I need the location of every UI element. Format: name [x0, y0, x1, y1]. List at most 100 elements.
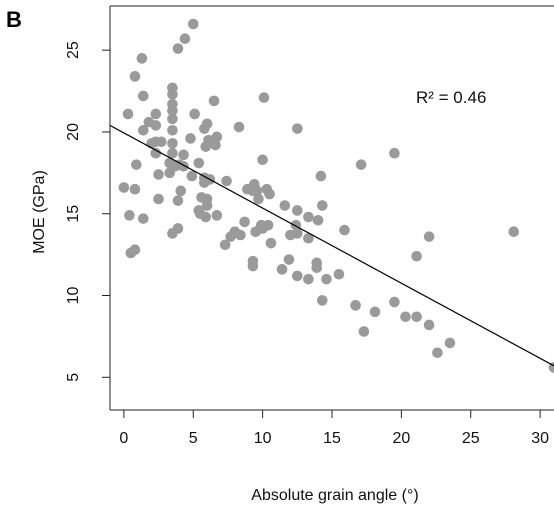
- data-point: [156, 136, 167, 148]
- y-tick-label: 20: [65, 123, 82, 141]
- data-point: [316, 295, 328, 306]
- data-point: [167, 138, 178, 149]
- data-point: [432, 347, 443, 359]
- data-point: [193, 157, 205, 169]
- y-axis-label: MOE (GPa): [31, 170, 48, 254]
- data-point: [423, 319, 435, 331]
- data-point: [292, 123, 303, 134]
- data-point: [292, 228, 303, 239]
- data-point: [283, 254, 295, 265]
- data-point: [210, 139, 221, 151]
- data-point: [167, 105, 178, 116]
- x-tick-label: 10: [254, 430, 272, 447]
- data-point: [219, 239, 231, 251]
- data-point: [172, 195, 184, 206]
- data-point: [185, 133, 196, 144]
- data-point: [167, 125, 178, 136]
- data-point: [369, 306, 381, 318]
- data-point: [189, 108, 200, 120]
- data-point: [389, 147, 400, 159]
- data-point: [200, 211, 212, 223]
- data-point: [150, 120, 162, 131]
- data-point: [129, 244, 141, 256]
- data-point: [118, 182, 130, 193]
- data-point: [153, 193, 164, 205]
- data-point: [389, 296, 400, 308]
- regression-line: [109, 124, 554, 367]
- data-point: [122, 108, 134, 120]
- data-point: [358, 326, 370, 337]
- data-point: [292, 205, 303, 216]
- data-point: [186, 170, 198, 182]
- data-point: [311, 262, 323, 274]
- data-point: [235, 229, 246, 241]
- data-point: [333, 268, 345, 280]
- y-tick-label: 10: [65, 287, 82, 305]
- data-point: [187, 18, 199, 30]
- data-point: [258, 92, 270, 103]
- data-point: [131, 159, 142, 170]
- data-point: [201, 118, 213, 130]
- data-point: [178, 149, 189, 161]
- data-point: [233, 121, 245, 133]
- data-point: [444, 337, 456, 349]
- data-point: [400, 311, 411, 323]
- data-point: [167, 113, 178, 125]
- data-point: [257, 154, 268, 166]
- x-tick-label: 25: [462, 430, 480, 447]
- axes: 0 5 10 15 20 25 30 5 10 15 20 25: [65, 5, 554, 447]
- data-point: [423, 231, 435, 242]
- data-point: [201, 200, 213, 211]
- data-points: [118, 18, 554, 373]
- r-squared-annotation: R² = 0.46: [416, 88, 486, 107]
- x-tick-label: 20: [392, 430, 410, 447]
- x-tick-label: 5: [189, 430, 198, 447]
- data-point: [211, 210, 223, 221]
- data-point: [264, 188, 275, 200]
- data-point: [411, 311, 422, 323]
- data-point: [167, 89, 178, 100]
- data-point: [247, 260, 259, 272]
- data-point: [153, 169, 164, 180]
- data-point: [292, 270, 303, 282]
- data-point: [276, 264, 288, 275]
- data-point: [172, 223, 184, 234]
- x-tick-label: 15: [323, 430, 341, 447]
- data-point: [138, 90, 149, 102]
- data-point: [211, 131, 223, 143]
- data-point: [179, 33, 191, 45]
- data-point: [136, 53, 148, 64]
- data-point: [350, 300, 361, 311]
- y-tick-label: 5: [65, 373, 82, 382]
- data-point: [303, 211, 314, 223]
- data-point: [411, 250, 422, 262]
- data-point: [208, 95, 220, 107]
- data-point: [279, 200, 291, 211]
- data-point: [172, 43, 184, 54]
- data-point: [312, 214, 324, 226]
- data-point: [150, 108, 162, 120]
- data-point: [508, 226, 520, 238]
- data-point: [138, 125, 149, 136]
- x-tick-label: 30: [531, 430, 549, 447]
- x-axis-label: Absolute grain angle (°): [251, 487, 418, 504]
- data-point: [129, 183, 141, 195]
- data-point: [315, 170, 327, 182]
- x-tick-label: 0: [119, 430, 128, 447]
- data-point: [129, 71, 141, 82]
- data-point: [175, 185, 187, 197]
- data-point: [355, 159, 367, 170]
- data-point: [138, 213, 149, 224]
- y-tick-label: 25: [65, 41, 82, 59]
- data-point: [150, 147, 162, 159]
- panel-label: B: [6, 7, 22, 32]
- data-point: [221, 175, 232, 187]
- y-tick-label: 15: [65, 205, 82, 223]
- data-point: [253, 193, 264, 205]
- data-point: [124, 210, 135, 221]
- data-point: [339, 224, 350, 236]
- regression-line-group: [109, 124, 554, 367]
- data-point: [239, 216, 250, 228]
